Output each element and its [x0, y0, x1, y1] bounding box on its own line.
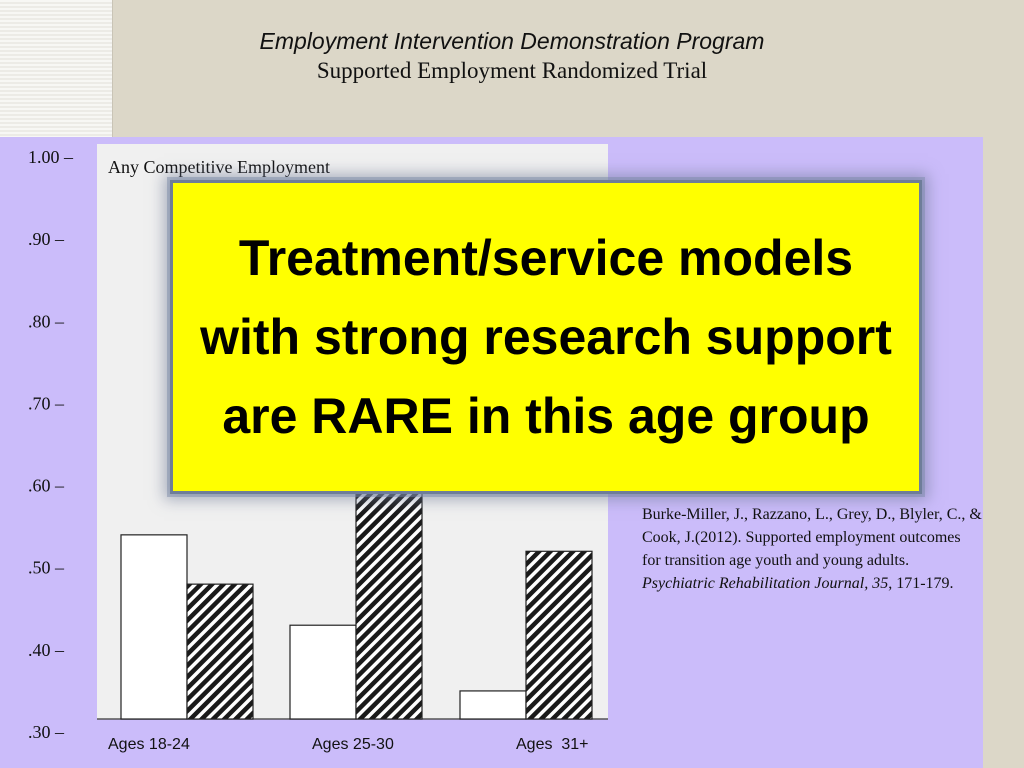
y-axis-ticks: 1.00 – .90 – .80 – .70 – .60 – .50 – .40 – .30 … [28, 147, 74, 742]
bar-white-2 [289, 624, 357, 720]
x-category-label: Ages 31+ [516, 736, 589, 753]
citation-authors: Burke-Miller, J., Razzano, L., Grey, D.,… [642, 506, 982, 569]
y-tick-label: .50 – [28, 558, 65, 578]
y-tick-label: .30 – [28, 722, 65, 742]
x-category-label: Ages 18-24 [108, 736, 190, 753]
citation-pages: , 171-179. [888, 575, 954, 592]
callout-text: Treatment/service models with strong res… [200, 229, 892, 444]
y-tick-label: .90 – [28, 229, 65, 249]
bar-white-1 [120, 534, 188, 720]
y-tick-label: .70 – [28, 393, 65, 413]
y-tick-label: .60 – [28, 476, 65, 496]
citation-journal: Psychiatric Rehabilitation Journal, 35 [642, 575, 889, 592]
y-tick-label: .80 – [28, 311, 65, 331]
bar-hatched-1 [186, 583, 254, 720]
title-line-1: Employment Intervention Demonstration Pr… [259, 28, 765, 54]
callout-box: Treatment/service models with strong res… [170, 180, 922, 494]
x-axis-labels: Ages 18-24 Ages 25-30 Ages 31+ [108, 736, 589, 753]
x-category-label: Ages 25-30 [312, 736, 394, 753]
chart-title: Any Competitive Employment [108, 157, 330, 177]
citation: Burke-Miller, J., Razzano, L., Grey, D.,… [642, 503, 982, 595]
title-line-2: Supported Employment Randomized Trial [316, 58, 708, 83]
y-tick-label: 1.00 – [28, 147, 74, 167]
bars-group [120, 484, 593, 720]
bar-white-3 [459, 690, 527, 720]
y-tick-label: .40 – [28, 640, 65, 660]
bar-hatched-2 [355, 484, 423, 720]
bar-hatched-3 [525, 550, 593, 720]
slide-title: Employment Intervention Demonstration Pr… [112, 26, 912, 86]
